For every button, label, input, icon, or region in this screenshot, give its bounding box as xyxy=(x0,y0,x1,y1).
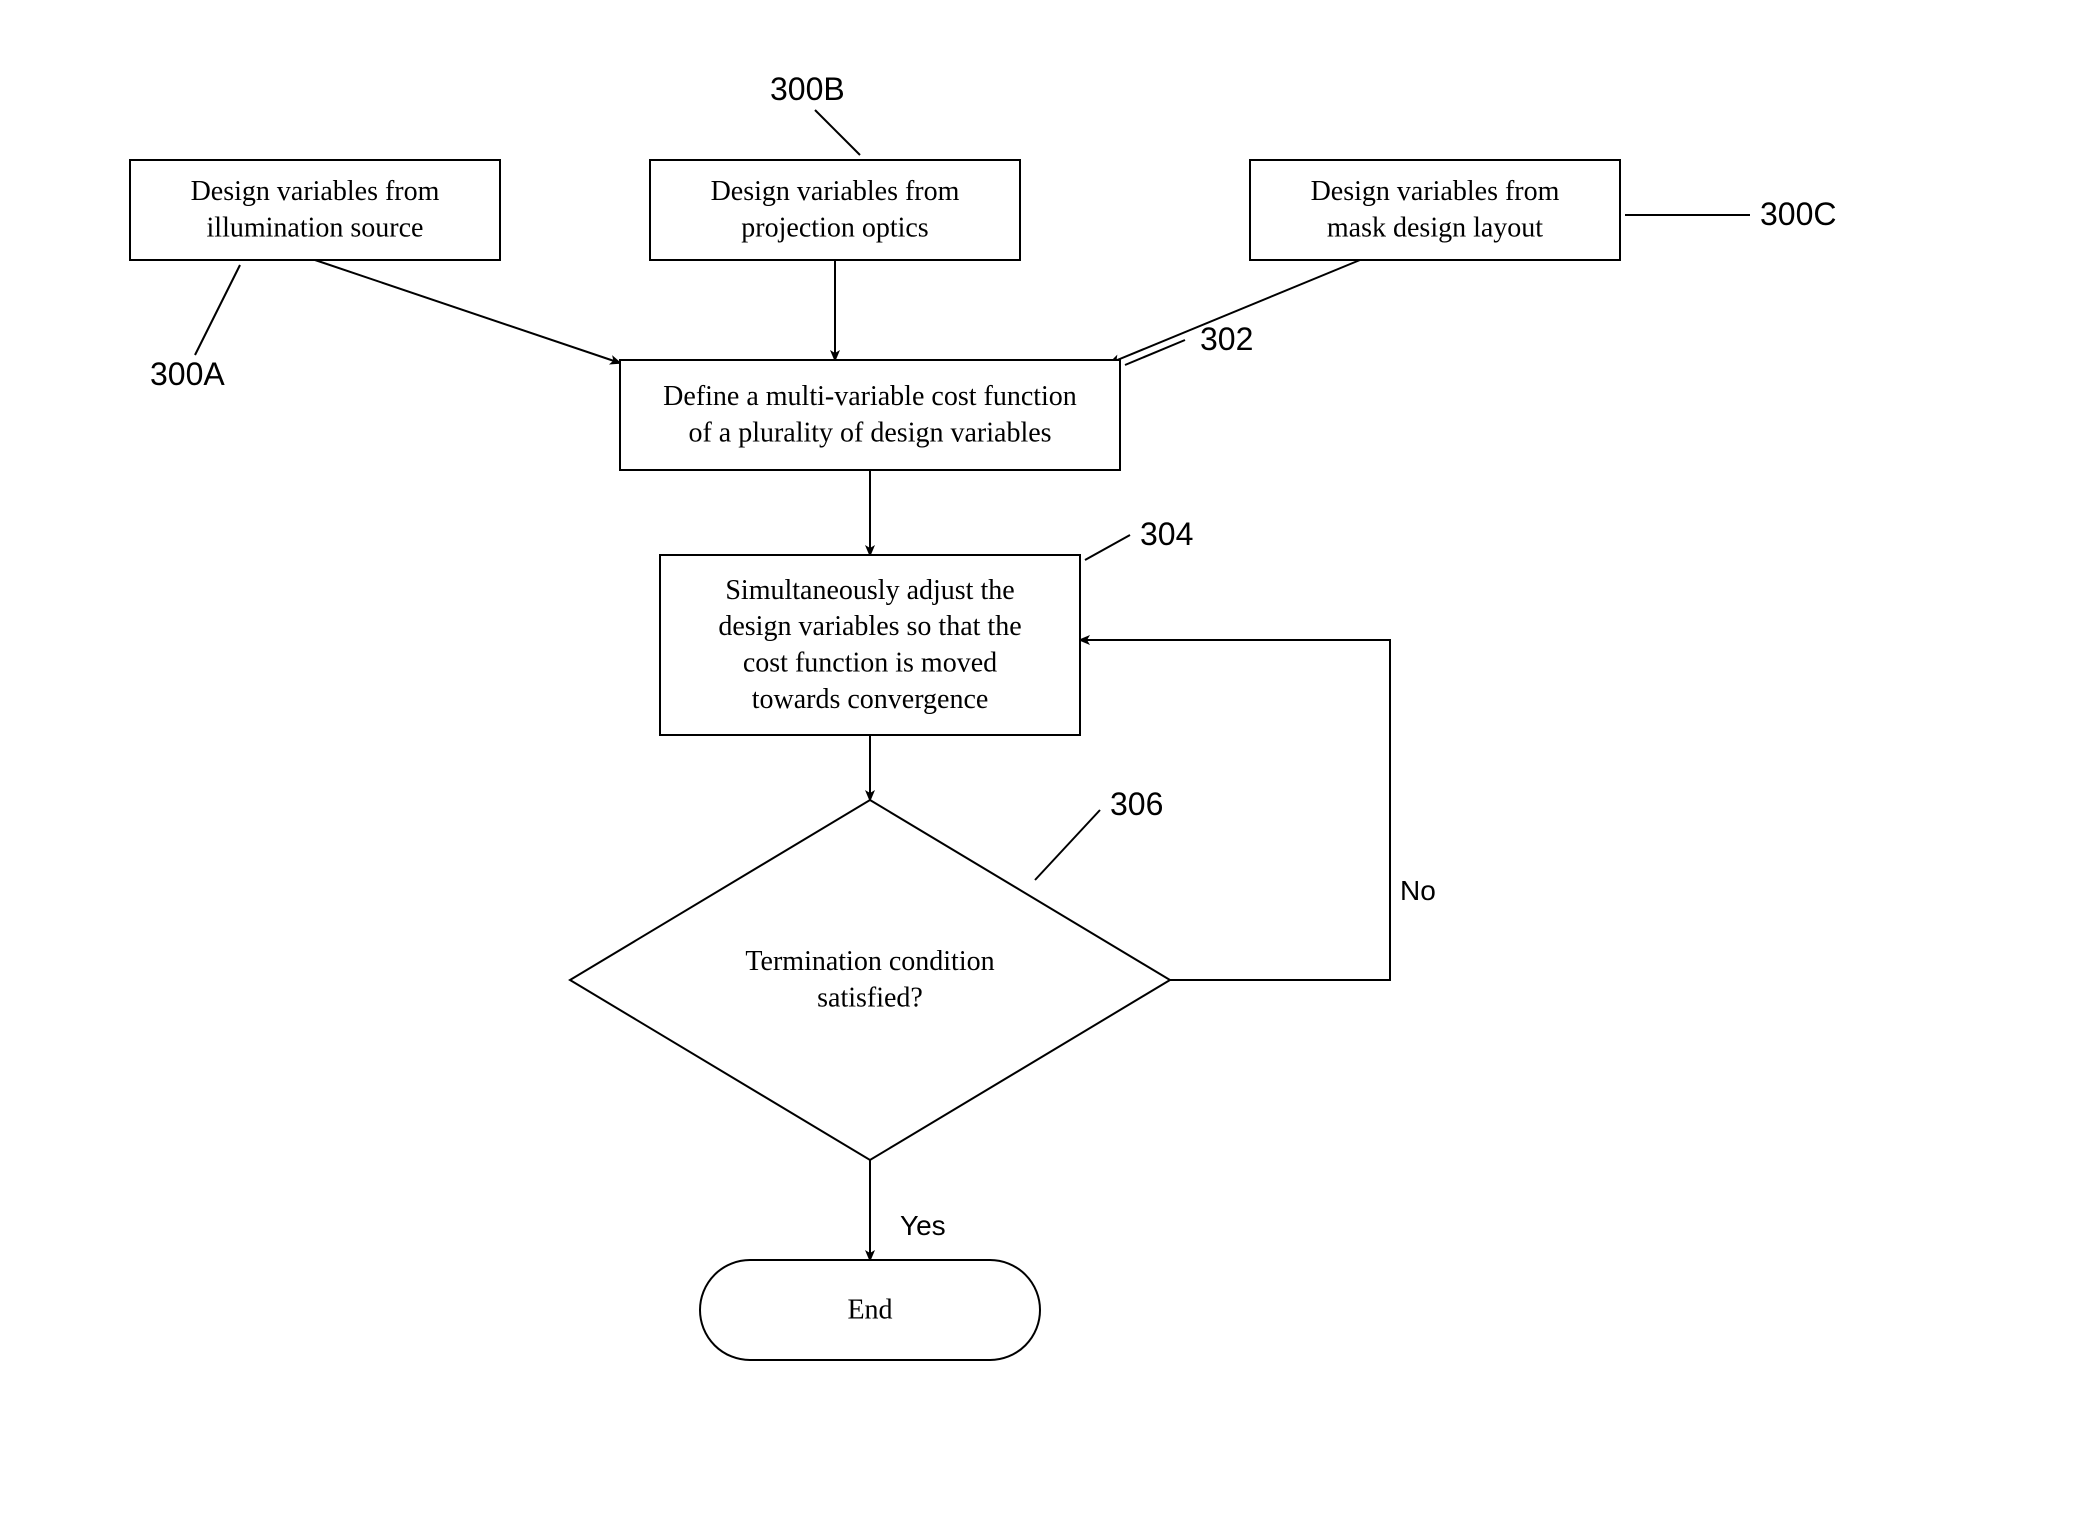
node-box xyxy=(650,160,1020,260)
node-box xyxy=(1250,160,1620,260)
ref-label-n300B: 300B xyxy=(770,71,860,155)
ref-text: 300C xyxy=(1760,196,1837,232)
nodes-layer: Design variables fromillumination source… xyxy=(130,160,1620,1360)
ref-text: 306 xyxy=(1110,786,1163,822)
edge-label: Yes xyxy=(900,1210,946,1241)
ref-text: 300B xyxy=(770,71,845,107)
node-n302: Define a multi-variable cost functionof … xyxy=(620,360,1120,470)
ref-leader-line xyxy=(1085,535,1130,560)
ref-text: 300A xyxy=(150,356,225,392)
ref-leader-line xyxy=(815,110,860,155)
node-n306: Termination conditionsatisfied? xyxy=(570,800,1170,1160)
edge-path xyxy=(315,260,620,363)
node-text: End xyxy=(847,1294,892,1325)
decision-diamond xyxy=(570,800,1170,1160)
edge-6: Yes xyxy=(870,1160,946,1260)
ref-label-n300A: 300A xyxy=(150,265,240,392)
ref-leader-line xyxy=(1035,810,1100,880)
ref-label-n306: 306 xyxy=(1035,786,1163,880)
node-n300C: Design variables frommask design layout xyxy=(1250,160,1620,260)
node-n304: Simultaneously adjust thedesign variable… xyxy=(660,555,1080,735)
ref-label-n304: 304 xyxy=(1085,516,1193,560)
node-box xyxy=(620,360,1120,470)
flowchart-canvas: No Yes Design variables fromillumination … xyxy=(0,0,2095,1533)
edge-0 xyxy=(315,260,620,363)
ref-text: 302 xyxy=(1200,321,1253,357)
node-n300B: Design variables fromprojection optics xyxy=(650,160,1020,260)
ref-text: 304 xyxy=(1140,516,1193,552)
ref-leader-line xyxy=(195,265,240,355)
ref-label-n300C: 300C xyxy=(1625,196,1837,232)
node-n300A: Design variables fromillumination source xyxy=(130,160,500,260)
edge-label: No xyxy=(1400,875,1436,906)
node-nEnd: End xyxy=(700,1260,1040,1360)
ref-label-n302: 302 xyxy=(1125,321,1253,365)
node-box xyxy=(130,160,500,260)
